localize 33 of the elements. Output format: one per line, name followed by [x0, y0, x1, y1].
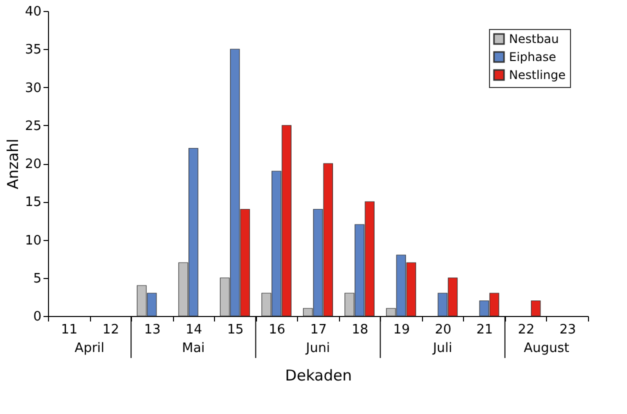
text: April [74, 341, 104, 356]
x-tick-label: 11 [60, 322, 78, 338]
y-tick-label: 10 [24, 233, 42, 248]
x-tick-label: 22 [518, 322, 534, 338]
x-tick-label: 16 [268, 322, 286, 338]
x-tick-label: 13 [144, 322, 161, 338]
x-tick-label: 15 [227, 322, 244, 338]
legend-label: Nestlinge [509, 68, 566, 82]
y-tick-label: 15 [24, 195, 42, 210]
x-tick-label: 21 [476, 322, 493, 338]
bar [530, 300, 541, 316]
x-tick-label: 18 [352, 322, 368, 338]
text: Juli [432, 341, 452, 356]
y-tick-label: 30 [24, 80, 42, 96]
legend-label: Nestbau [509, 32, 559, 46]
y-axis-title: Anzahl [4, 138, 22, 190]
text: Mai [182, 341, 205, 356]
x-tick-label: 12 [102, 322, 120, 338]
y-tick-label: 25 [24, 118, 42, 134]
x-tick-label: 19 [393, 322, 410, 338]
y-tick-label: 40 [24, 4, 42, 20]
legend-label: Eiphase [509, 50, 556, 64]
text: August [524, 341, 570, 356]
x-axis-title: Dekaden [285, 366, 352, 384]
x-tick-label: 20 [434, 322, 452, 338]
x-tick-label: 14 [186, 322, 202, 338]
text: Juni [305, 341, 330, 356]
y-tick-label: 35 [24, 42, 42, 58]
x-tick-label: 17 [310, 322, 327, 338]
y-tick-label: 20 [24, 157, 42, 172]
x-tick-label: 23 [559, 322, 576, 338]
y-tick-label: 0 [33, 310, 42, 324]
y-tick-label: 5 [33, 271, 42, 286]
